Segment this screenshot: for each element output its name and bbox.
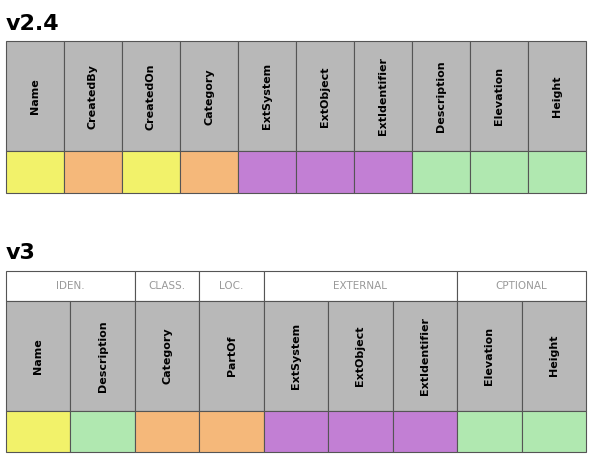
Bar [328, 301, 393, 411]
Text: PartOf: PartOf [227, 336, 237, 376]
Text: CLASS.: CLASS. [148, 281, 185, 291]
Bar [6, 271, 135, 301]
Text: Category: Category [204, 68, 214, 125]
Bar [528, 41, 586, 151]
Bar [470, 151, 528, 193]
Text: CreatedOn: CreatedOn [146, 63, 156, 129]
Bar [199, 411, 264, 452]
Text: ExtIdentifier: ExtIdentifier [378, 57, 388, 135]
Bar [393, 411, 457, 452]
Bar [6, 41, 64, 151]
Bar [135, 271, 199, 301]
Text: Elevation: Elevation [494, 67, 504, 125]
Text: Elevation: Elevation [484, 327, 495, 385]
Bar [521, 301, 586, 411]
Bar [296, 41, 354, 151]
Bar [6, 411, 71, 452]
Text: Category: Category [162, 327, 172, 384]
Bar [64, 41, 122, 151]
Bar [180, 151, 238, 193]
Bar [122, 41, 180, 151]
Bar [457, 411, 521, 452]
Bar [470, 41, 528, 151]
Bar [135, 301, 199, 411]
Bar [412, 151, 470, 193]
Bar [264, 301, 328, 411]
Text: v2.4: v2.4 [6, 14, 60, 34]
Bar [71, 411, 135, 452]
Bar [296, 151, 354, 193]
Bar [122, 151, 180, 193]
Bar [238, 151, 296, 193]
Bar [412, 41, 470, 151]
Bar [71, 301, 135, 411]
Text: Height: Height [549, 335, 559, 376]
Bar [6, 151, 64, 193]
Text: CreatedBy: CreatedBy [88, 64, 98, 129]
Bar [238, 41, 296, 151]
Text: LOC.: LOC. [219, 281, 244, 291]
Text: Description: Description [436, 61, 446, 132]
Text: v3: v3 [6, 243, 36, 263]
Text: Description: Description [97, 320, 108, 392]
Bar [180, 41, 238, 151]
Text: ExtIdentifier: ExtIdentifier [420, 317, 430, 395]
Text: ExtSystem: ExtSystem [262, 63, 272, 129]
Bar [457, 301, 521, 411]
Text: EXTERNAL: EXTERNAL [334, 281, 388, 291]
Bar [264, 271, 457, 301]
Bar [64, 151, 122, 193]
Bar [6, 301, 71, 411]
Bar [264, 411, 328, 452]
Bar [199, 271, 264, 301]
Text: Height: Height [552, 76, 562, 117]
Text: ExtSystem: ExtSystem [291, 323, 301, 389]
Text: ExtObject: ExtObject [320, 66, 330, 127]
Bar [457, 271, 586, 301]
Text: IDEN.: IDEN. [56, 281, 85, 291]
Bar [354, 41, 412, 151]
Bar [521, 411, 586, 452]
Bar [393, 301, 457, 411]
Bar [135, 411, 199, 452]
Text: Name: Name [33, 338, 43, 374]
Text: CPTIONAL: CPTIONAL [496, 281, 547, 291]
Bar [199, 301, 264, 411]
Bar [354, 151, 412, 193]
Bar [528, 151, 586, 193]
Text: Name: Name [30, 78, 40, 114]
Text: ExtObject: ExtObject [355, 325, 365, 386]
Bar [328, 411, 393, 452]
